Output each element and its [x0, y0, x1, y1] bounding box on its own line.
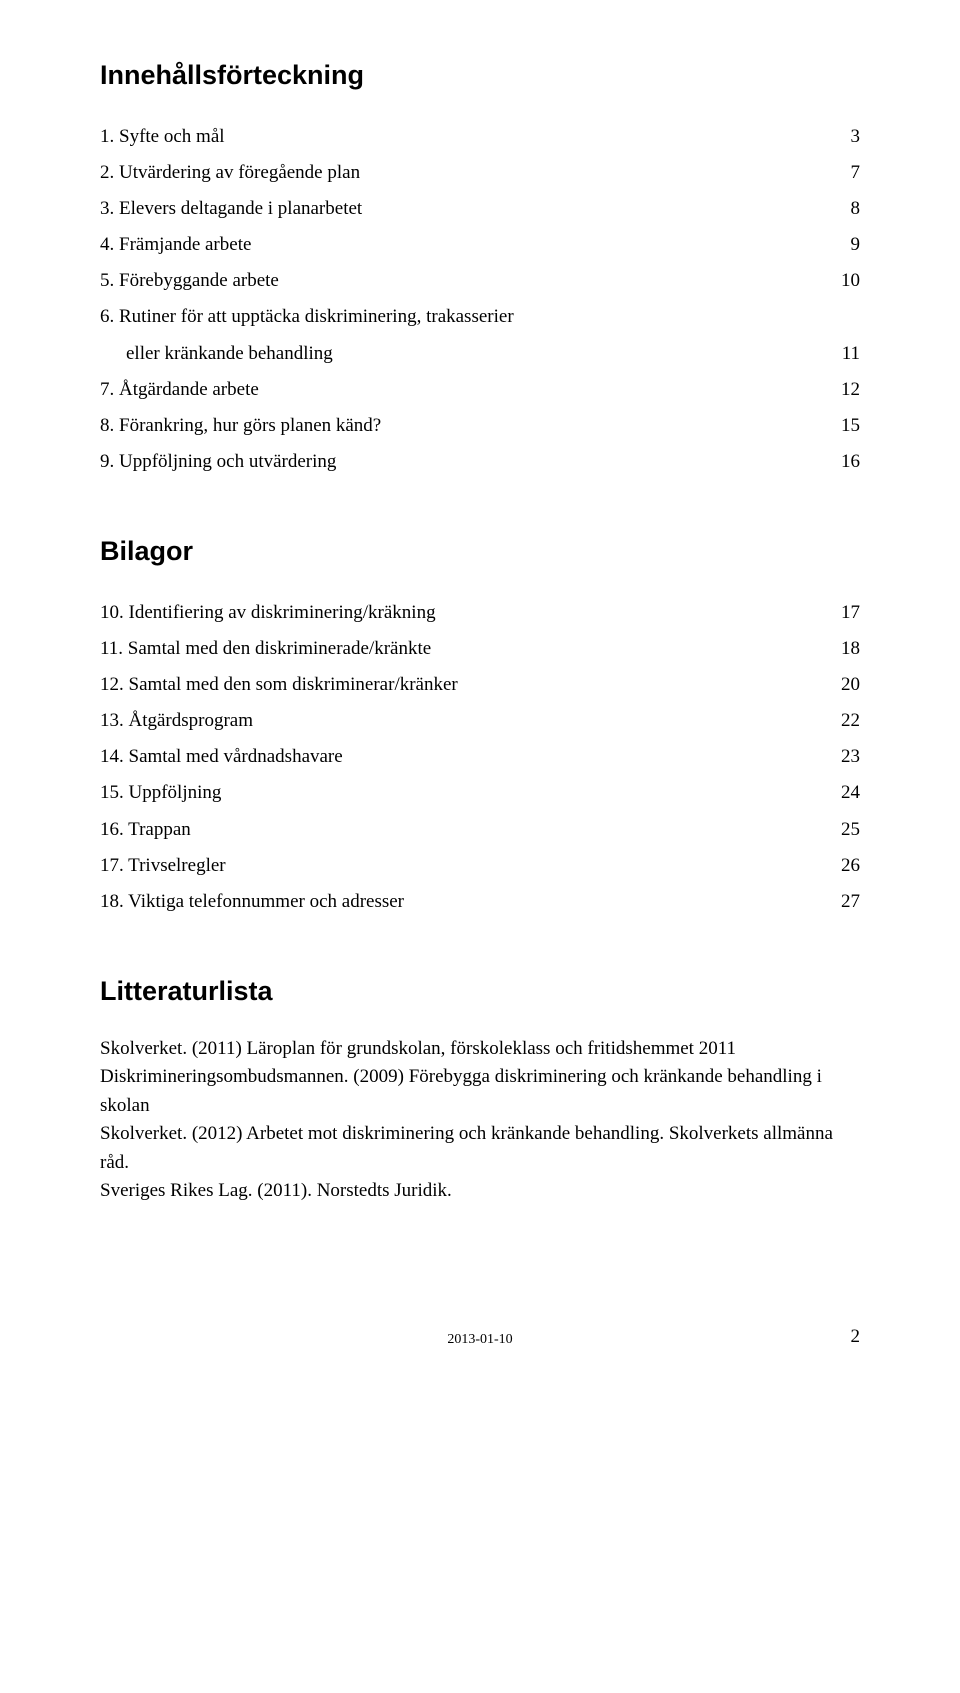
toc-item: 8. Förankring, hur görs planen känd? 15: [100, 408, 860, 444]
toc-label: 10. Identifiering av diskriminering/kräk…: [100, 595, 820, 631]
toc-item: 1. Syfte och mål 3: [100, 119, 860, 155]
toc-page: 27: [820, 884, 860, 920]
toc-page: 22: [820, 703, 860, 739]
toc-main-list: 1. Syfte och mål 3 2. Utvärdering av för…: [100, 119, 860, 480]
toc-item: 4. Främjande arbete 9: [100, 227, 860, 263]
toc-item: 2. Utvärdering av föregående plan 7: [100, 155, 860, 191]
toc-item-continuation: eller kränkande behandling 11: [100, 336, 860, 372]
litteraturlista-heading: Litteraturlista: [100, 976, 860, 1007]
footer-date: 2013-01-10: [140, 1332, 820, 1348]
toc-label: 12. Samtal med den som diskriminerar/krä…: [100, 667, 820, 703]
toc-page: 10: [820, 263, 860, 299]
toc-item: 18. Viktiga telefonnummer och adresser 2…: [100, 884, 860, 920]
toc-item: 7. Åtgärdande arbete 12: [100, 372, 860, 408]
toc-label: 15. Uppföljning: [100, 775, 820, 811]
toc-page: 23: [820, 739, 860, 775]
toc-page: 18: [820, 631, 860, 667]
toc-item: 6. Rutiner för att upptäcka diskrimineri…: [100, 299, 860, 335]
footer-page-number: 2: [820, 1326, 860, 1348]
toc-label: 16. Trappan: [100, 812, 820, 848]
toc-item: 3. Elevers deltagande i planarbetet 8: [100, 191, 860, 227]
toc-page: 24: [820, 775, 860, 811]
toc-page: 15: [820, 408, 860, 444]
toc-label: 14. Samtal med vårdnadshavare: [100, 739, 820, 775]
toc-page: 16: [820, 444, 860, 480]
toc-label: 8. Förankring, hur görs planen känd?: [100, 408, 820, 444]
toc-item: 13. Åtgärdsprogram 22: [100, 703, 860, 739]
bilagor-heading: Bilagor: [100, 536, 860, 567]
toc-page: 20: [820, 667, 860, 703]
toc-label: 1. Syfte och mål: [100, 119, 820, 155]
toc-item: 11. Samtal med den diskriminerade/kränkt…: [100, 631, 860, 667]
toc-label: 9. Uppföljning och utvärdering: [100, 444, 820, 480]
toc-page: 9: [820, 227, 860, 263]
toc-item: 14. Samtal med vårdnadshavare 23: [100, 739, 860, 775]
toc-bilagor-list: 10. Identifiering av diskriminering/kräk…: [100, 595, 860, 920]
toc-label: 4. Främjande arbete: [100, 227, 820, 263]
page-footer: 2013-01-10 2: [100, 1326, 860, 1348]
toc-item: 10. Identifiering av diskriminering/kräk…: [100, 595, 860, 631]
toc-label: 3. Elevers deltagande i planarbetet: [100, 191, 820, 227]
toc-label: 11. Samtal med den diskriminerade/kränkt…: [100, 631, 820, 667]
lit-line: Skolverket. (2012) Arbetet mot diskrimin…: [100, 1120, 860, 1177]
toc-item: 9. Uppföljning och utvärdering 16: [100, 444, 860, 480]
toc-page: 11: [820, 336, 860, 372]
litteratur-list: Skolverket. (2011) Läroplan för grundsko…: [100, 1035, 860, 1206]
toc-item: 16. Trappan 25: [100, 812, 860, 848]
toc-label: 17. Trivselregler: [100, 848, 820, 884]
toc-page: 7: [820, 155, 860, 191]
toc-page: 12: [820, 372, 860, 408]
toc-label: 6. Rutiner för att upptäcka diskrimineri…: [100, 299, 820, 335]
toc-label: 7. Åtgärdande arbete: [100, 372, 820, 408]
toc-label: 2. Utvärdering av föregående plan: [100, 155, 820, 191]
toc-item: 5. Förebyggande arbete 10: [100, 263, 860, 299]
lit-line: Skolverket. (2011) Läroplan för grundsko…: [100, 1035, 860, 1064]
page-title: Innehållsförteckning: [100, 60, 860, 91]
lit-line: Diskrimineringsombudsmannen. (2009) Före…: [100, 1063, 860, 1120]
toc-item: 12. Samtal med den som diskriminerar/krä…: [100, 667, 860, 703]
toc-item: 15. Uppföljning 24: [100, 775, 860, 811]
toc-page: 8: [820, 191, 860, 227]
lit-line: Sveriges Rikes Lag. (2011). Norstedts Ju…: [100, 1177, 860, 1206]
toc-page: 3: [820, 119, 860, 155]
toc-label: 13. Åtgärdsprogram: [100, 703, 820, 739]
toc-page: 17: [820, 595, 860, 631]
toc-label: 5. Förebyggande arbete: [100, 263, 820, 299]
toc-page: 26: [820, 848, 860, 884]
toc-item: 17. Trivselregler 26: [100, 848, 860, 884]
toc-page: 25: [820, 812, 860, 848]
toc-label: 18. Viktiga telefonnummer och adresser: [100, 884, 820, 920]
toc-sublabel: eller kränkande behandling: [100, 336, 820, 372]
